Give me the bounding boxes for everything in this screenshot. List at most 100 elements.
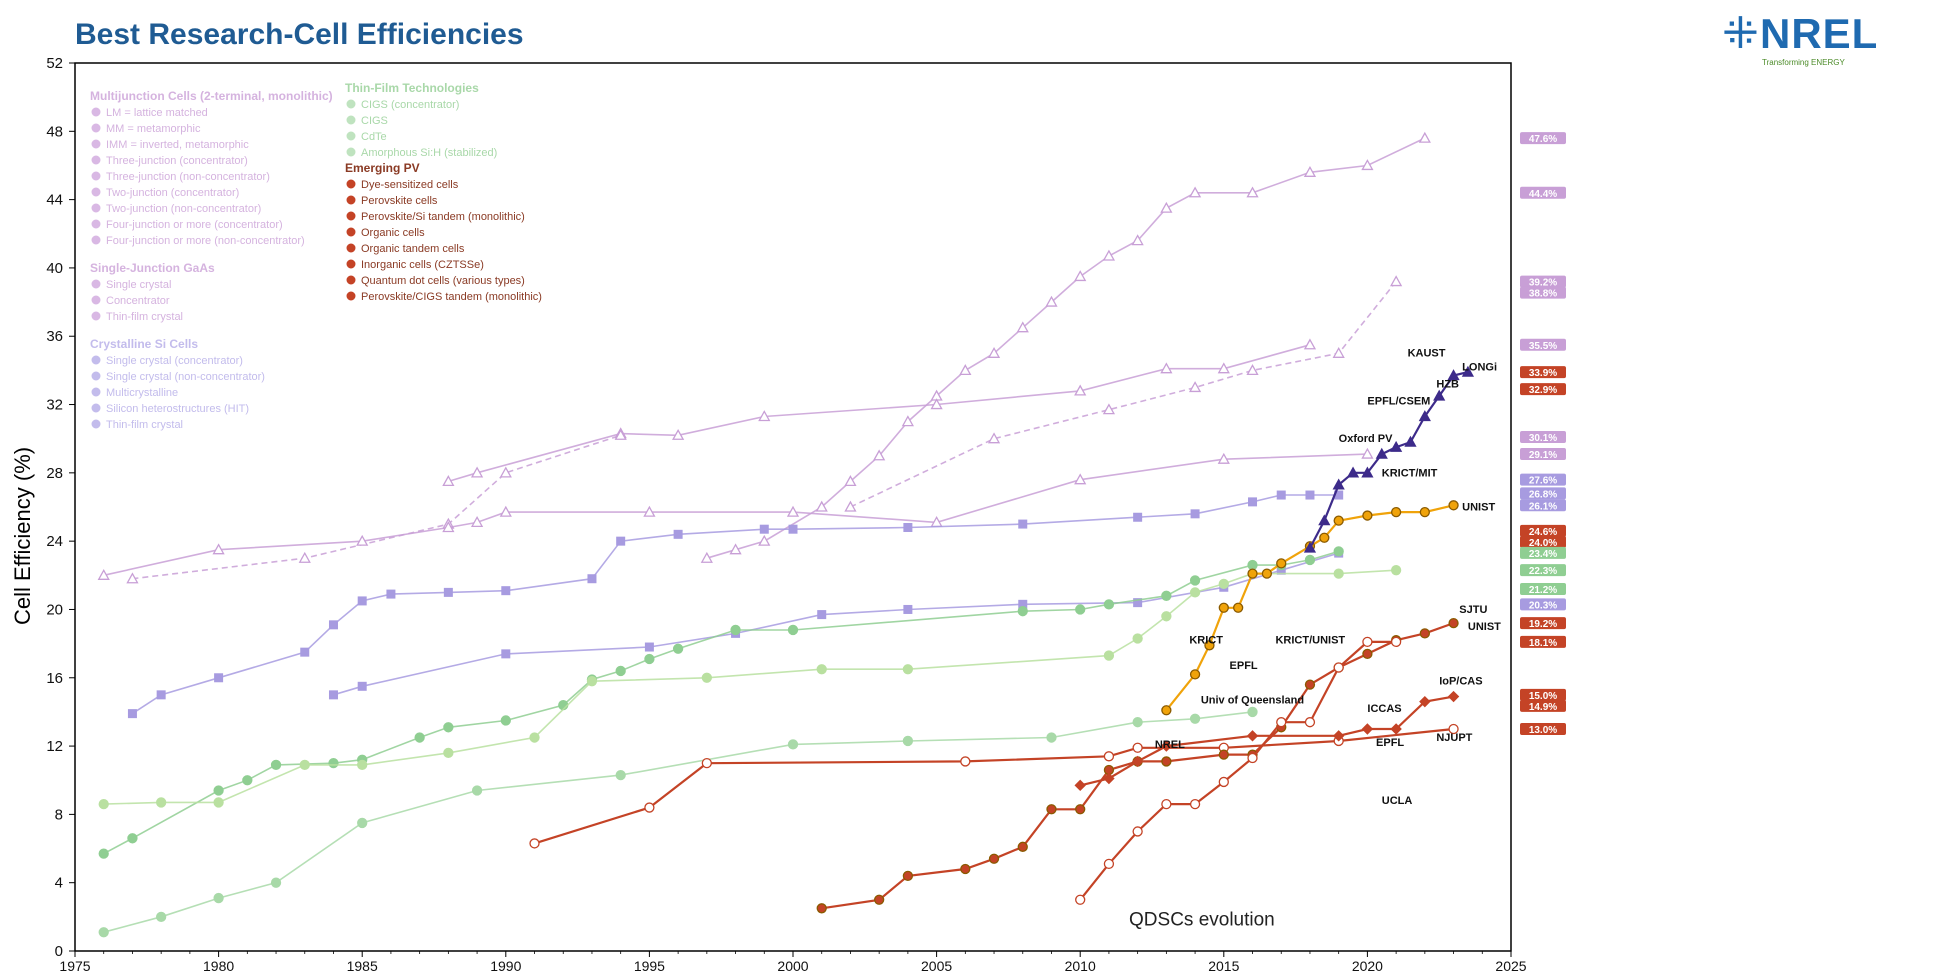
- data-point: [357, 596, 367, 606]
- data-point: [1132, 717, 1143, 728]
- series-line: [448, 344, 1311, 483]
- data-point: [902, 664, 914, 675]
- data-point: [1361, 466, 1374, 478]
- x-tick-label: 1980: [203, 958, 234, 974]
- chart-title: Best Research-Cell Efficiencies: [75, 18, 524, 51]
- data-point: [156, 911, 167, 922]
- data-point: [443, 747, 454, 759]
- legend-item: IMM = inverted, metamorphic: [106, 139, 249, 151]
- efficiency-badge-label: 26.1%: [1529, 501, 1557, 512]
- data-point: [1419, 695, 1431, 708]
- data-point: [443, 587, 453, 597]
- data-point: [1433, 389, 1446, 401]
- data-point: [1304, 717, 1316, 728]
- data-point: [127, 833, 138, 844]
- series-line: [103, 453, 1368, 577]
- data-point: [960, 756, 971, 767]
- data-point: [1189, 575, 1201, 586]
- data-point: [844, 500, 857, 512]
- data-point: [500, 715, 511, 726]
- data-point: [672, 643, 684, 654]
- efficiency-badge: [1520, 383, 1566, 396]
- data-point: [470, 466, 484, 478]
- series-line: [333, 552, 1339, 696]
- data-point: [298, 551, 311, 563]
- legend: Multijunction Cells (2-terminal, monolit…: [90, 81, 542, 431]
- data-point: [1074, 384, 1087, 396]
- series-line: [1309, 371, 1469, 549]
- data-point: [242, 775, 253, 786]
- legend-item: Perovskite/CIGS tandem (monolithic): [361, 291, 542, 303]
- data-point: [1189, 713, 1201, 724]
- efficiency-badge: [1520, 699, 1566, 712]
- data-point: [1131, 755, 1144, 768]
- data-point: [644, 642, 654, 652]
- legend-item: CIGS (concentrator): [361, 99, 459, 111]
- data-point: [213, 797, 224, 808]
- data-point: [499, 466, 512, 478]
- data-point: [1133, 512, 1143, 522]
- annotation-label: EPFL/CSEM: [1367, 396, 1430, 408]
- legend-marker-icon: [91, 171, 101, 181]
- data-point: [1160, 740, 1173, 752]
- data-point: [1333, 515, 1344, 526]
- data-point: [615, 769, 626, 781]
- legend-title: Thin-Film Technologies: [345, 81, 479, 95]
- efficiency-badge: [1520, 617, 1566, 630]
- data-point: [1333, 568, 1344, 579]
- data-point: [501, 586, 511, 596]
- legend-marker-icon: [346, 211, 356, 221]
- logo-tagline: Transforming ENERGY: [1762, 58, 1845, 67]
- annotation-label: KRICT/UNIST: [1275, 635, 1345, 647]
- data-point: [1189, 798, 1201, 810]
- efficiency-badge-label: 47.6%: [1529, 134, 1557, 145]
- legend-item: Concentrator: [106, 295, 170, 307]
- legend-item: Organic tandem cells: [361, 243, 465, 255]
- efficiency-badge-label: 38.8%: [1529, 289, 1557, 300]
- legend-marker-icon: [346, 275, 356, 285]
- data-point: [987, 432, 1001, 444]
- legend-marker-icon: [346, 195, 356, 205]
- data-point: [1333, 546, 1344, 557]
- efficiency-badge: [1520, 338, 1566, 351]
- annotation-label: UNIST: [1468, 621, 1501, 633]
- efficiency-badge: [1520, 546, 1566, 559]
- data-point: [1390, 565, 1402, 576]
- data-point: [529, 838, 540, 849]
- data-point: [700, 551, 713, 563]
- annotation-label: Oxford PV: [1339, 433, 1393, 445]
- data-point: [1046, 732, 1057, 743]
- legend-marker-icon: [346, 179, 356, 189]
- data-point: [127, 709, 137, 719]
- data-point: [1103, 751, 1115, 762]
- data-point: [470, 516, 484, 528]
- legend-marker-icon: [346, 243, 356, 253]
- data-point: [1303, 165, 1317, 177]
- efficiency-badge-label: 26.8%: [1529, 489, 1557, 500]
- data-point: [1131, 234, 1144, 246]
- nrel-mark-icon: ⁜: [1722, 8, 1759, 59]
- legend-item: Four-junction or more (non-concentrator): [106, 235, 305, 247]
- data-point: [758, 410, 771, 422]
- data-point: [1361, 447, 1374, 459]
- data-point: [1188, 186, 1202, 198]
- data-point: [1188, 381, 1202, 393]
- data-point: [587, 574, 597, 584]
- efficiency-badge-label: 13.0%: [1529, 725, 1557, 736]
- data-point: [1132, 633, 1143, 644]
- data-point: [1461, 365, 1475, 377]
- legend-marker-icon: [346, 115, 356, 125]
- annotation-label: QDSCs evolution: [1129, 909, 1275, 930]
- efficiency-badge-label: 22.3%: [1529, 566, 1557, 577]
- annotation-label: NJUPT: [1436, 732, 1472, 744]
- data-point: [788, 524, 798, 534]
- legend-item: Single crystal (concentrator): [106, 355, 243, 367]
- legend-item: Dye-sensitized cells: [361, 179, 459, 191]
- data-point: [212, 543, 225, 555]
- data-point: [817, 610, 827, 620]
- annotation-label: IoP/CAS: [1439, 676, 1482, 688]
- efficiency-badge: [1520, 582, 1566, 595]
- y-tick-label: 44: [46, 192, 63, 209]
- data-point: [673, 529, 683, 539]
- x-tick-label: 2025: [1495, 958, 1526, 974]
